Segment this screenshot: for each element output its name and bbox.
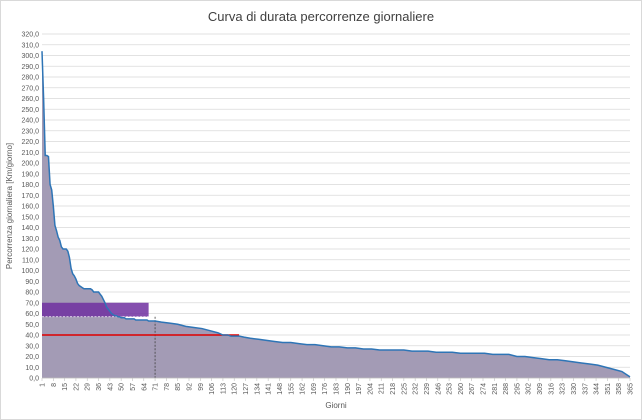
y-tick-label: 50,0 xyxy=(25,322,39,329)
y-tick-label: 300,0 xyxy=(21,53,39,60)
y-tick-label: 20,0 xyxy=(25,354,39,361)
x-tick-label: 295 xyxy=(514,383,521,395)
x-tick-label: 71 xyxy=(153,383,160,391)
x-tick-label: 8 xyxy=(51,383,58,387)
x-tick-label: 64 xyxy=(141,383,148,391)
y-tick-label: 10,0 xyxy=(25,365,39,372)
x-tick-label: 36 xyxy=(96,383,103,391)
x-tick-label: 29 xyxy=(85,383,92,391)
y-axis-title: Percorrenza giornaliera [Km/giorno] xyxy=(5,143,14,269)
x-tick-label: 43 xyxy=(107,383,114,391)
x-tick-label: 113 xyxy=(220,383,227,394)
y-tick-label: 0,0 xyxy=(29,376,39,383)
y-tick-label: 60,0 xyxy=(25,311,39,318)
x-tick-label: 225 xyxy=(401,383,408,395)
area-fill xyxy=(42,51,630,378)
y-tick-label: 220,0 xyxy=(21,139,39,146)
x-tick-label: 204 xyxy=(367,383,374,395)
x-tick-label: 169 xyxy=(311,383,318,395)
y-tick-label: 270,0 xyxy=(21,85,39,92)
x-tick-label: 211 xyxy=(379,383,386,394)
x-tick-label: 218 xyxy=(390,383,397,395)
y-tick-label: 150,0 xyxy=(21,214,39,221)
x-tick-label: 155 xyxy=(288,383,295,395)
y-tick-label: 320,0 xyxy=(21,32,39,39)
x-tick-label: 92 xyxy=(187,383,194,391)
x-tick-label: 141 xyxy=(266,383,273,395)
x-tick-label: 316 xyxy=(548,383,555,395)
x-tick-label: 344 xyxy=(594,383,601,395)
chart-title: Curva di durata percorrenze giornaliere xyxy=(207,9,435,24)
x-tick-label: 197 xyxy=(356,383,363,395)
y-tick-label: 130,0 xyxy=(21,236,39,243)
y-tick-label: 310,0 xyxy=(21,42,39,49)
y-tick-label: 180,0 xyxy=(21,182,39,189)
x-tick-label: 253 xyxy=(447,383,454,395)
x-tick-label: 22 xyxy=(73,383,80,391)
x-tick-label: 183 xyxy=(334,383,341,395)
x-tick-label: 267 xyxy=(469,383,476,395)
x-tick-label: 337 xyxy=(582,383,589,395)
x-axis-title: Giorni xyxy=(325,401,347,410)
x-tick-label: 162 xyxy=(300,383,307,395)
x-tick-label: 358 xyxy=(616,383,623,395)
y-tick-label: 160,0 xyxy=(21,204,39,211)
y-tick-label: 100,0 xyxy=(21,268,39,275)
y-tick-label: 120,0 xyxy=(21,247,39,254)
y-tick-label: 260,0 xyxy=(21,96,39,103)
x-tick-label: 232 xyxy=(413,383,420,395)
x-tick-label: 302 xyxy=(526,383,533,395)
y-tick-label: 200,0 xyxy=(21,161,39,168)
duration-curve-line xyxy=(41,51,631,378)
y-tick-label: 280,0 xyxy=(21,75,39,82)
y-tick-label: 140,0 xyxy=(21,225,39,232)
x-tick-label: 190 xyxy=(345,383,352,395)
y-tick-label: 290,0 xyxy=(21,64,39,71)
x-tick-label: 309 xyxy=(537,383,544,395)
x-tick-label: 15 xyxy=(62,383,69,391)
y-tick-label: 230,0 xyxy=(21,128,39,135)
x-tick-label: 50 xyxy=(119,383,126,391)
x-tick-label: 239 xyxy=(424,383,431,395)
x-tick-label: 134 xyxy=(254,383,261,395)
y-tick-label: 110,0 xyxy=(22,257,39,264)
y-tick-label: 90,0 xyxy=(25,279,39,286)
y-tick-label: 40,0 xyxy=(25,333,39,340)
x-tick-label: 274 xyxy=(481,383,488,395)
x-tick-label: 351 xyxy=(605,383,612,395)
y-tick-label: 170,0 xyxy=(21,193,39,200)
x-tick-label: 78 xyxy=(164,383,171,391)
x-tick-label: 99 xyxy=(198,383,205,391)
x-tick-label: 57 xyxy=(130,383,137,391)
x-tick-label: 330 xyxy=(571,383,578,395)
x-tick-label: 323 xyxy=(560,383,567,395)
y-tick-label: 240,0 xyxy=(21,118,39,125)
x-tick-label: 365 xyxy=(628,383,635,395)
y-tick-label: 190,0 xyxy=(21,171,39,178)
x-tick-label: 120 xyxy=(232,383,239,395)
x-tick-label: 148 xyxy=(277,383,284,395)
y-tick-label: 80,0 xyxy=(25,290,39,297)
x-tick-label: 288 xyxy=(503,383,510,395)
x-tick-label: 127 xyxy=(243,383,250,395)
x-tick-label: 246 xyxy=(435,383,442,395)
x-tick-label: 1 xyxy=(40,383,47,387)
x-tick-label: 106 xyxy=(209,383,216,395)
x-tick-label: 85 xyxy=(175,383,182,391)
y-tick-label: 250,0 xyxy=(21,107,39,114)
purple-block xyxy=(42,302,149,317)
y-tick-label: 30,0 xyxy=(25,343,39,350)
x-tick-label: 260 xyxy=(458,383,465,395)
x-tick-label: 281 xyxy=(492,383,499,395)
x-tick-label: 176 xyxy=(322,383,329,395)
y-tick-label: 210,0 xyxy=(21,150,39,157)
y-tick-label: 70,0 xyxy=(25,300,39,307)
